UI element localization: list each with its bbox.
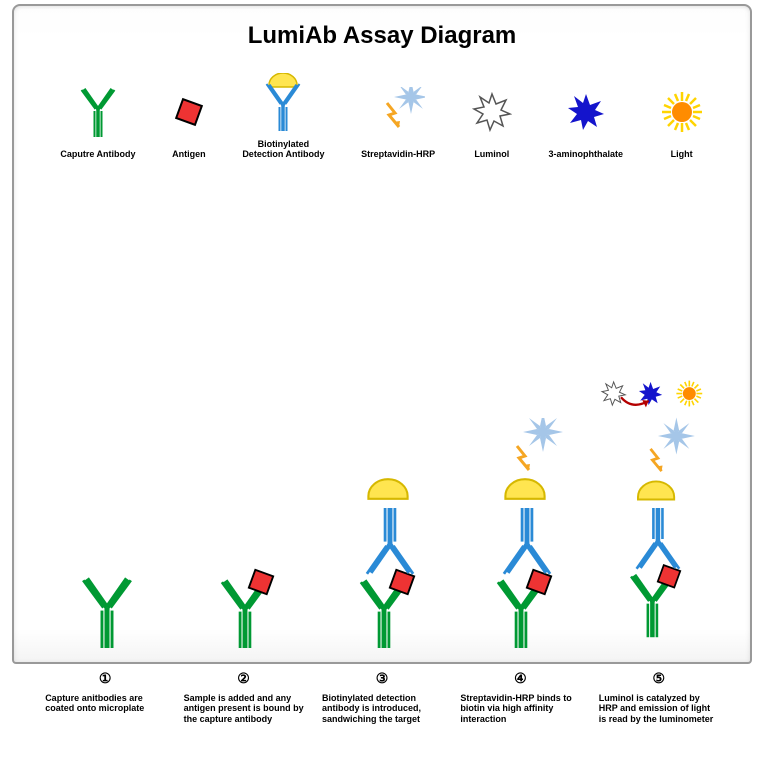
stage-5 (597, 368, 717, 648)
step-number: ④ (460, 670, 580, 687)
step-text: Luminol is catalyzed by HRP and emission… (599, 693, 719, 724)
stage-3 (322, 368, 442, 648)
step-text: Sample is added and any antigen present … (184, 693, 304, 724)
legend-label: Biotinylated Detection Antibody (242, 140, 324, 160)
legend-label: 3-aminophthalate (548, 150, 623, 160)
antigen-icon (172, 84, 206, 140)
detection-antibody-icon (242, 74, 324, 130)
legend-label: Streptavidin-HRP (361, 150, 435, 160)
capture-antibody-icon (60, 84, 135, 140)
legend-antigen: Antigen (172, 84, 206, 160)
step-3: ③ Biotinylated detection antibody is int… (322, 670, 442, 724)
step-number: ① (45, 670, 165, 687)
legend-label: Antigen (172, 150, 206, 160)
page-title: LumiAb Assay Diagram (14, 22, 750, 50)
stage-2 (184, 368, 304, 648)
step-text: Biotinylated detection antibody is intro… (322, 693, 442, 724)
legend-capture-antibody: Caputre Antibody (60, 84, 135, 160)
light-icon (660, 84, 704, 140)
stage-4 (460, 368, 580, 648)
stage-1 (47, 368, 167, 648)
legend-luminol: Luminol (472, 84, 512, 160)
step-1: ① Capture anitbodies are coated onto mic… (45, 670, 165, 724)
diagram-container: LumiAb Assay Diagram Caputre Antibody An… (12, 4, 752, 664)
legend-light: Light (660, 84, 704, 160)
legend-label: Luminol (472, 150, 512, 160)
step-4: ④ Streptavidin-HRP binds to biotin via h… (460, 670, 580, 724)
legend-row: Caputre Antibody Antigen Biotinylated De… (14, 74, 750, 160)
step-number: ⑤ (599, 670, 719, 687)
legend-label: Light (660, 150, 704, 160)
step-number: ② (184, 670, 304, 687)
legend-aminophthalate: 3-aminophthalate (548, 84, 623, 160)
luminol-icon (472, 84, 512, 140)
legend-hrp: Streptavidin-HRP (361, 84, 435, 160)
hrp-icon (361, 84, 435, 140)
step-5: ⑤ Luminol is catalyzed by HRP and emissi… (599, 670, 719, 724)
step-number: ③ (322, 670, 442, 687)
step-text: Capture anitbodies are coated onto micro… (45, 693, 165, 714)
aminophthalate-icon (548, 84, 623, 140)
step-text: Streptavidin-HRP binds to biotin via hig… (460, 693, 580, 724)
legend-label: Caputre Antibody (60, 150, 135, 160)
step-2: ② Sample is added and any antigen presen… (184, 670, 304, 724)
legend-detection-antibody: Biotinylated Detection Antibody (242, 74, 324, 160)
steps-row: ① Capture anitbodies are coated onto mic… (12, 670, 752, 724)
stage-row (14, 368, 750, 648)
